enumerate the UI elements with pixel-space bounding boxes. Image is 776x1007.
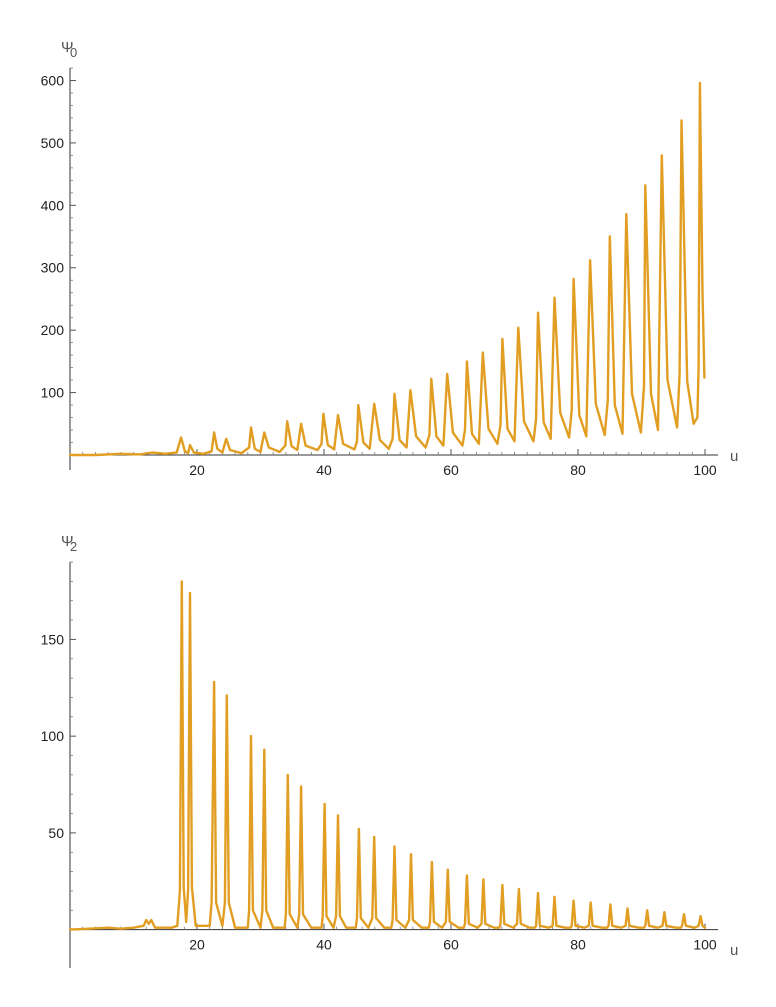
y-tick-label: 400	[41, 197, 65, 213]
x-axis-title: u	[730, 942, 738, 959]
series-line	[68, 580, 707, 931]
y-tick-label: 50	[48, 825, 64, 841]
y-tick-label: 100	[41, 728, 65, 744]
chart-psi2: Ψ 2 u 20 40 60 80 100 50 100 150	[41, 533, 738, 968]
x-tick-label: 100	[693, 937, 717, 953]
y-axis-title: Ψ	[61, 39, 74, 56]
x-tick-label: 60	[443, 462, 459, 478]
chart-psi0: Ψ 0 u 20 40 60 80 100 100 200 300 400 500 600	[41, 39, 739, 478]
y-tick-label: 600	[41, 72, 65, 88]
x-tick-label: 60	[443, 937, 459, 953]
x-axis-title: u	[730, 448, 738, 465]
y-tick-label: 150	[41, 631, 65, 647]
x-tick-label: 100	[693, 462, 717, 478]
x-tick-label: 40	[316, 462, 332, 478]
y-axis-title: Ψ	[61, 533, 74, 550]
x-tick-label: 20	[189, 937, 205, 953]
x-tick-label: 20	[189, 462, 205, 478]
series-line	[68, 81, 706, 457]
y-tick-label: 300	[41, 260, 65, 276]
x-tick-label: 80	[570, 937, 586, 953]
y-tick-label: 200	[41, 322, 65, 338]
y-tick-label: 500	[41, 135, 65, 151]
x-tick-label: 80	[570, 462, 586, 478]
y-axis-title-subscript: 2	[70, 539, 77, 554]
y-tick-label: 100	[41, 385, 65, 401]
x-tick-label: 40	[316, 937, 332, 953]
y-axis-title-subscript: 0	[70, 45, 77, 60]
